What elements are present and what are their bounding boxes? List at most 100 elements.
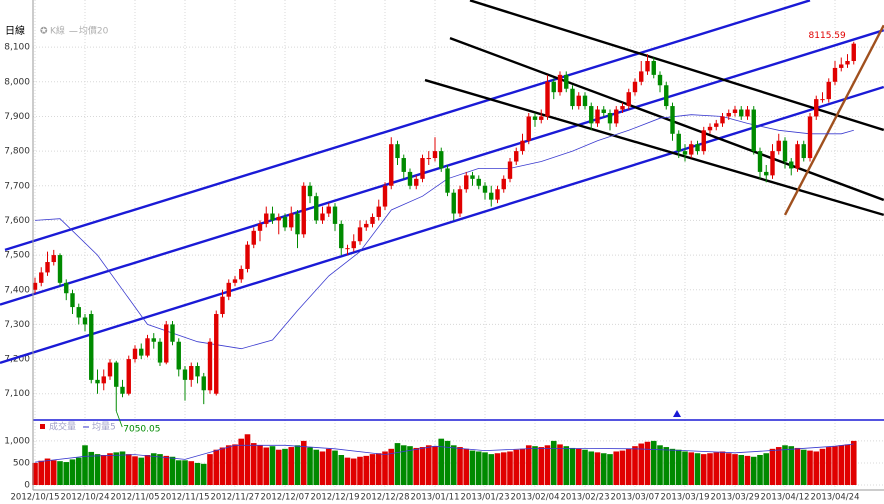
volume-tick-label: 500 [13, 458, 30, 468]
volume-bar [588, 451, 595, 485]
candle-body [732, 109, 738, 113]
volume-bar [219, 447, 226, 485]
volume-bar [357, 456, 363, 485]
volume-bar [544, 445, 551, 485]
volume-bar [107, 453, 113, 485]
legend-label: 均價20 [79, 25, 109, 37]
candle-body [432, 151, 438, 159]
candle-body [57, 255, 63, 283]
candle-body [551, 81, 556, 93]
trendline [783, 24, 884, 216]
signal-marker [673, 410, 681, 417]
volume-bar [50, 460, 57, 485]
volume-bar [344, 457, 351, 485]
volume-bar [600, 453, 607, 485]
candle-body [182, 369, 188, 380]
volume-bar [394, 443, 401, 485]
volume-bar [57, 461, 63, 485]
volume-bar [557, 444, 563, 485]
candle-body [307, 185, 313, 197]
candle-body [295, 213, 300, 235]
legend: ✪ K線 — 均價20 成交量 均量5 [40, 25, 116, 433]
candle-body [64, 282, 69, 294]
volume-bar [813, 451, 820, 485]
candle-body [757, 151, 763, 172]
volume-bar [532, 446, 538, 485]
y-tick-label: 7,700 [4, 181, 30, 191]
volume-bar [688, 452, 695, 485]
candle-body [539, 116, 544, 120]
volume-bar [657, 445, 663, 485]
volume-bar [788, 446, 795, 485]
volume-bar [663, 447, 670, 485]
volume-bar [169, 456, 176, 485]
candle-body [51, 255, 56, 263]
volume-bar [594, 452, 601, 485]
volume-bar [432, 446, 438, 485]
candle-body [207, 341, 213, 391]
volume-bar [382, 451, 388, 485]
x-tick-label: 2013/01/11 [411, 493, 460, 503]
volume-bar [369, 454, 376, 485]
volume-bar [844, 444, 851, 485]
candle-body [707, 126, 713, 131]
candle-body [389, 144, 394, 186]
candle-body [595, 109, 600, 124]
x-tick-label: 2012/10/24 [61, 493, 110, 503]
x-tick-label: 2012/10/15 [11, 493, 60, 503]
volume-bar [775, 447, 782, 485]
volume-bar [819, 448, 826, 485]
volume-bar [275, 449, 282, 485]
candle-body [582, 95, 588, 107]
y-tick-label: 7,100 [4, 389, 30, 399]
candle-body [776, 140, 781, 152]
candle-body [839, 64, 844, 68]
candle-body [120, 386, 125, 394]
candle-body [701, 130, 706, 152]
volume-bar [675, 449, 682, 485]
volume-bar [550, 440, 557, 485]
candle-body [351, 241, 356, 249]
candle-body [770, 151, 775, 176]
volume-bar [475, 451, 482, 485]
volume-bar [294, 445, 301, 485]
volume-bar [750, 456, 757, 485]
candle-body [814, 99, 819, 117]
candle-body [832, 67, 838, 82]
candle-body [632, 81, 638, 93]
candle-body [370, 216, 375, 224]
volume-bar [682, 451, 688, 485]
volume-bar [207, 454, 213, 485]
volume-bar [563, 446, 570, 485]
candle-body [289, 213, 294, 228]
volume-bar [444, 440, 451, 485]
volume-bar [313, 449, 320, 485]
candle-body [257, 223, 263, 231]
candle-body [507, 161, 513, 179]
candle-body [720, 116, 725, 124]
volume-bar [494, 453, 501, 485]
candle-body [826, 81, 831, 100]
candle-body [39, 272, 44, 283]
candle-body [376, 206, 381, 217]
candle-body [332, 206, 338, 224]
x-tick-label: 2013/04/24 [811, 493, 860, 503]
candle-body [70, 293, 75, 308]
candle-body [82, 317, 88, 325]
moving-average-line [34, 443, 854, 463]
volume-bar [450, 445, 457, 485]
volume-bar [138, 457, 145, 485]
candle-body [107, 362, 113, 377]
x-tick-label: 2013/03/07 [611, 493, 660, 503]
volume-bar [200, 463, 207, 485]
candle-body [201, 376, 206, 391]
trendline [4, 0, 811, 252]
volume-bar [438, 438, 445, 485]
volume-bar [575, 448, 582, 485]
volume-bar [113, 452, 120, 485]
x-tick-label: 2013/01/23 [461, 493, 510, 503]
candle-body [357, 227, 363, 242]
y-tick-label: 7,500 [4, 251, 30, 261]
candle-body [651, 60, 656, 75]
candle-body [414, 178, 419, 186]
